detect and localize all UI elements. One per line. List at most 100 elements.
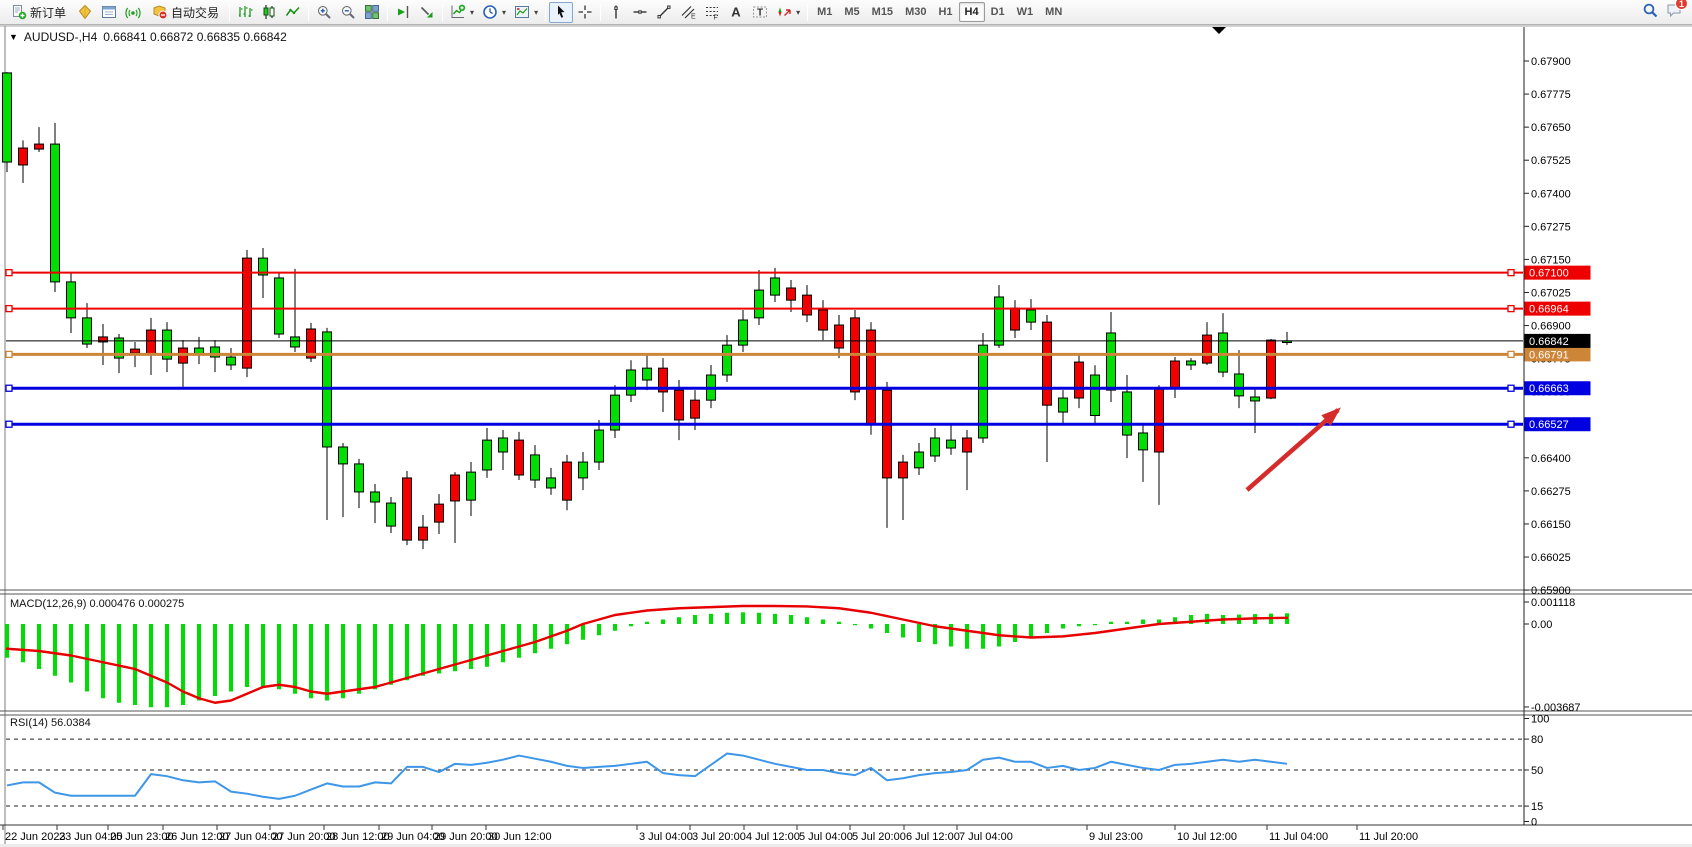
fibonacci-button[interactable]: F (700, 2, 724, 23)
candle (114, 337, 124, 359)
line-handle[interactable] (1507, 350, 1515, 359)
candlestick-chart-button[interactable] (257, 2, 281, 23)
market-watch-button[interactable] (73, 2, 97, 23)
chart-background[interactable] (0, 26, 1692, 845)
candle (658, 367, 668, 393)
candle (306, 328, 316, 359)
candle (130, 348, 140, 354)
candle (34, 143, 44, 150)
autotrade-button-label: 自动交易 (171, 5, 220, 20)
bar-chart-button[interactable] (233, 2, 257, 23)
rsi-axis-label: 80 (1531, 734, 1543, 746)
macd-histogram-bar (1093, 624, 1097, 626)
rsi-axis-label: 15 (1531, 801, 1543, 813)
timeframe-button-h1[interactable]: H1 (938, 6, 953, 18)
macd-histogram-bar (757, 612, 761, 624)
signals-button[interactable] (121, 2, 145, 23)
trend-arrow-annotation[interactable] (1245, 408, 1340, 492)
timeframe-button-m15[interactable]: M15 (871, 6, 894, 18)
candle (498, 437, 508, 453)
autotrade-button[interactable]: 自动交易 (145, 2, 226, 23)
templates-button[interactable]: ▾ (510, 2, 542, 23)
indicators-button[interactable]: ▾ (446, 2, 478, 23)
collapse-arrow-icon[interactable] (1212, 27, 1226, 34)
line-handle[interactable] (5, 304, 13, 313)
macd-histogram-bar (693, 615, 697, 624)
candle (642, 367, 652, 381)
macd-histogram-bar (469, 624, 473, 669)
auto-scroll-button[interactable] (415, 2, 439, 23)
candle (802, 294, 812, 316)
channel-button[interactable]: E (676, 2, 700, 23)
periods-button[interactable]: ▾ (478, 2, 510, 23)
candle (450, 474, 460, 502)
timeframe-button-d1[interactable]: D1 (990, 6, 1005, 18)
cursor-button[interactable] (549, 1, 574, 23)
line-handle[interactable] (1507, 384, 1515, 392)
timeframe-button-m30[interactable]: M30 (905, 6, 927, 18)
symbol-dropdown-icon[interactable]: ▼ (9, 32, 18, 42)
notification-badge: 1 (1675, 0, 1688, 10)
candle (402, 477, 412, 541)
candle (770, 277, 780, 296)
candle (530, 454, 540, 481)
candle (1090, 374, 1100, 416)
macd-histogram-bar (725, 612, 729, 624)
line-handle[interactable] (1507, 420, 1515, 428)
zoom-out-button[interactable] (336, 2, 360, 23)
line-chart-button[interactable] (281, 2, 305, 23)
macd-histogram-bar (165, 624, 169, 708)
text-label-button[interactable]: T (748, 2, 772, 23)
text-button[interactable]: A (724, 2, 748, 23)
macd-histogram-bar (485, 624, 489, 667)
line-handle[interactable] (5, 384, 13, 392)
candle (1234, 373, 1244, 397)
time-tick-label: 3 Jul 20:00 (692, 831, 746, 843)
timeframe-button-mn[interactable]: MN (1045, 6, 1063, 18)
price-line-label: 0.66527 (1529, 419, 1569, 431)
chart-shift-button[interactable] (391, 2, 415, 23)
candle (930, 437, 940, 457)
price-tick-label: 0.67525 (1531, 155, 1571, 167)
line-handle[interactable] (5, 268, 13, 277)
crosshair-button[interactable] (573, 2, 597, 23)
time-tick-label: 11 Jul 20:00 (1359, 831, 1418, 843)
price-line-label: 0.67100 (1529, 268, 1569, 280)
price-tick-label: 0.67275 (1531, 221, 1571, 233)
chat-icon[interactable]: 1 (1666, 0, 1688, 23)
candle (2, 72, 12, 163)
macd-histogram-bar (245, 624, 249, 687)
timeframe-button-m5[interactable]: M5 (844, 6, 860, 18)
price-tick-label: 0.67900 (1531, 56, 1571, 68)
candle (338, 446, 348, 465)
price-tick-label: 0.65900 (1531, 585, 1571, 597)
macd-histogram-bar (821, 619, 825, 624)
trendline-button[interactable] (652, 2, 676, 23)
timeframe-button-h4[interactable]: H4 (958, 2, 985, 22)
zoom-in-button[interactable] (312, 2, 336, 23)
tile-windows-button[interactable] (360, 2, 384, 23)
candle (370, 491, 380, 503)
timeframe-button-m1[interactable]: M1 (817, 6, 833, 18)
trend-arrow-head[interactable] (1321, 407, 1342, 426)
navigator-button[interactable] (97, 2, 121, 23)
vertical-line-button[interactable] (604, 2, 628, 23)
search-icon[interactable] (1642, 2, 1658, 23)
macd-histogram-bar (1029, 624, 1033, 638)
time-tick-label: 29 Jun 04:00 (381, 831, 445, 843)
new-order-button[interactable]: 新订单 (4, 2, 73, 23)
macd-histogram-bar (597, 624, 601, 636)
arrows-button[interactable]: ▾ (772, 2, 804, 23)
macd-histogram-bar (149, 624, 153, 708)
line-handle[interactable] (1507, 304, 1515, 313)
candle (1058, 397, 1068, 413)
macd-histogram-bar (917, 624, 921, 642)
line-handle[interactable] (5, 420, 13, 428)
line-handle[interactable] (1507, 268, 1515, 277)
timeframe-button-w1[interactable]: W1 (1016, 6, 1034, 18)
toolbar-separator (308, 3, 310, 21)
macd-histogram-bar (613, 624, 617, 631)
horizontal-line-button[interactable] (628, 2, 652, 23)
line-handle[interactable] (5, 350, 13, 359)
